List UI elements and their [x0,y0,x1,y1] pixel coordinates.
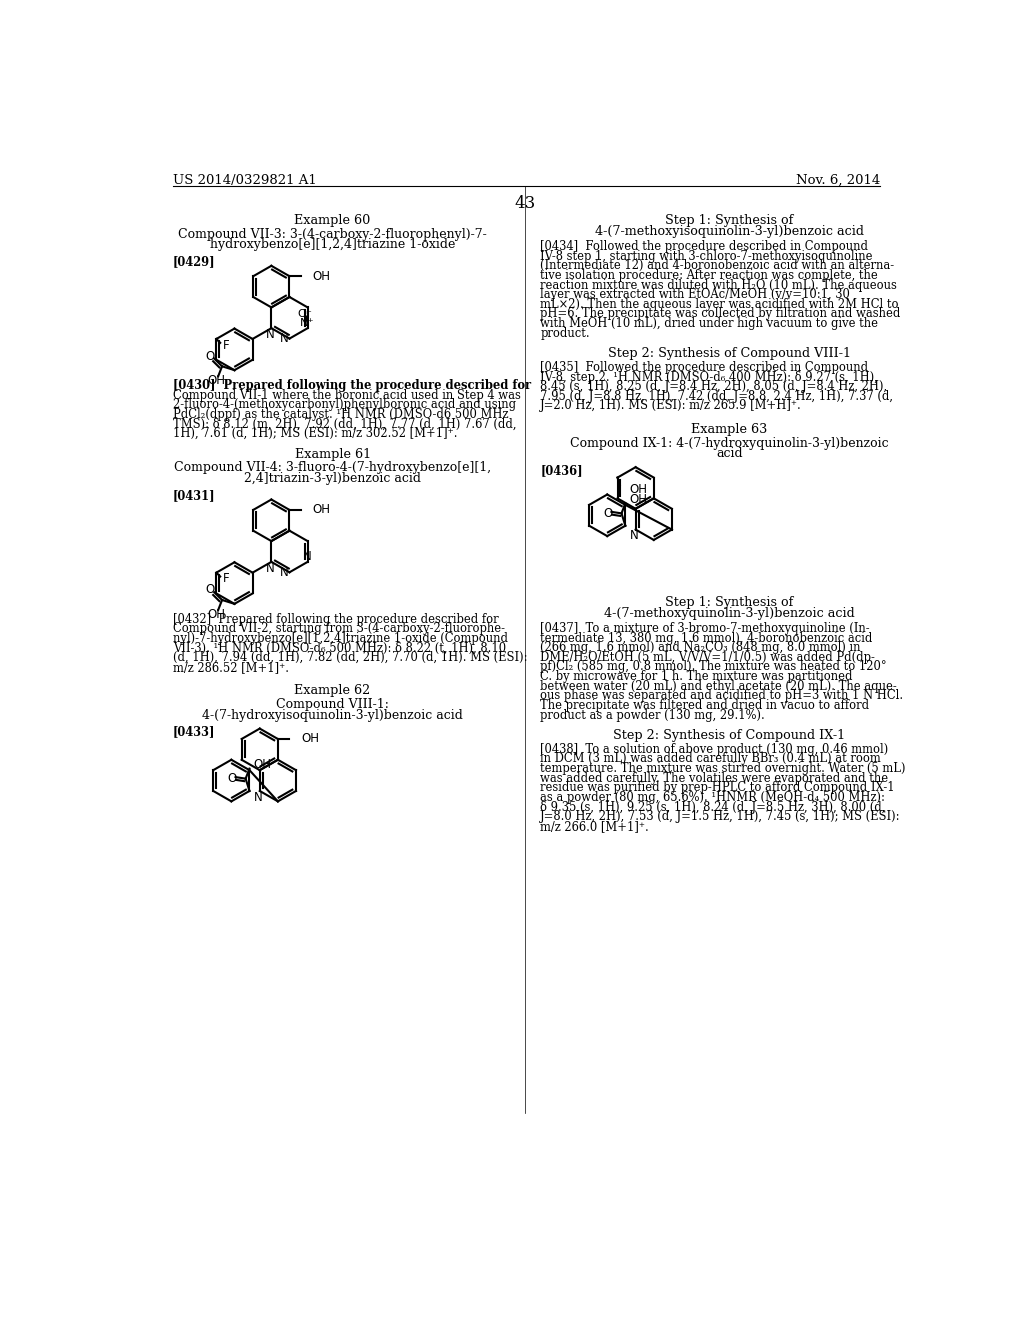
Text: between water (20 mL) and ethyl acetate (20 mL). The aque-: between water (20 mL) and ethyl acetate … [541,680,897,693]
Text: The precipitate was filtered and dried in vacuo to afford: The precipitate was filtered and dried i… [541,700,869,711]
Text: IV-8 step 1, starting with 3-chloro-7-methoxyisoquinoline: IV-8 step 1, starting with 3-chloro-7-me… [541,249,872,263]
Text: [0433]: [0433] [173,726,215,738]
Text: m/z 266.0 [M+1]⁺.: m/z 266.0 [M+1]⁺. [541,820,649,833]
Text: temperature. The mixture was stirred overnight. Water (5 mL): temperature. The mixture was stirred ove… [541,762,906,775]
Text: N: N [280,333,289,345]
Text: [0431]: [0431] [173,488,216,502]
Text: Example 60: Example 60 [295,214,371,227]
Text: (Intermediate 12) and 4-boronobenzoic acid with an alterna-: (Intermediate 12) and 4-boronobenzoic ac… [541,259,894,272]
Text: F: F [222,339,229,351]
Text: product as a powder (130 mg, 29.1%).: product as a powder (130 mg, 29.1%). [541,709,765,722]
Text: as a powder (80 mg, 65.6%). ¹HNMR (MeOH-d₄ 500 MHz):: as a powder (80 mg, 65.6%). ¹HNMR (MeOH-… [541,791,885,804]
Text: 4-(7-hydroxyisoquinolin-3-yl)benzoic acid: 4-(7-hydroxyisoquinolin-3-yl)benzoic aci… [202,709,463,722]
Text: N: N [302,550,311,564]
Text: Compound VII-3: 3-(4-carboxy-2-fluorophenyl)-7-: Compound VII-3: 3-(4-carboxy-2-fluorophe… [178,227,487,240]
Text: reaction mixture was diluted with H₂O (10 mL). The aqueous: reaction mixture was diluted with H₂O (1… [541,279,897,292]
Text: product.: product. [541,326,590,339]
Text: [0430]  Prepared following the procedure described for: [0430] Prepared following the procedure … [173,379,531,392]
Text: Compound VII-4: 3-fluoro-4-(7-hydroxybenzo[e][1,: Compound VII-4: 3-fluoro-4-(7-hydroxyben… [174,462,492,474]
Text: mL×2). Then the aqueous layer was acidified with 2M HCl to: mL×2). Then the aqueous layer was acidif… [541,298,899,310]
Text: in DCM (3 mL) was added carefully BBr₃ (0.4 mL) at room: in DCM (3 mL) was added carefully BBr₃ (… [541,752,881,766]
Text: TMS): δ 8.12 (m, 2H), 7.92 (dd, 1H), 7.77 (d, 1H) 7.67 (dd,: TMS): δ 8.12 (m, 2H), 7.92 (dd, 1H), 7.7… [173,417,516,430]
Text: J=8.0 Hz, 2H), 7.53 (d, J=1.5 Hz, 1H), 7.45 (s, 1H); MS (ESI):: J=8.0 Hz, 2H), 7.53 (d, J=1.5 Hz, 1H), 7… [541,810,901,824]
Text: J=2.0 Hz, 1H). MS (ESI): m/z 265.9 [M+H]⁺.: J=2.0 Hz, 1H). MS (ESI): m/z 265.9 [M+H]… [541,400,802,412]
Text: C. by microwave for 1 h. The mixture was partitioned: C. by microwave for 1 h. The mixture was… [541,671,853,682]
Text: m/z 286.52 [M+1]⁺.: m/z 286.52 [M+1]⁺. [173,661,289,673]
Text: Step 2: Synthesis of Compound IX-1: Step 2: Synthesis of Compound IX-1 [613,729,846,742]
Text: OH: OH [208,609,225,622]
Text: layer was extracted with EtOAc/MeOH (v/v=10:1, 30: layer was extracted with EtOAc/MeOH (v/v… [541,288,850,301]
Text: ous phase was separated and acidified to pH=3 with 1 N HCl.: ous phase was separated and acidified to… [541,689,903,702]
Text: 8.45 (s, 1H), 8.25 (d, J=8.4 Hz, 2H), 8.05 (d, J=8.4 Hz, 2H),: 8.45 (s, 1H), 8.25 (d, J=8.4 Hz, 2H), 8.… [541,380,888,393]
Text: N: N [265,327,274,341]
Text: tive isolation procedure: After reaction was complete, the: tive isolation procedure: After reaction… [541,269,878,282]
Text: N: N [630,529,638,543]
Text: 2-fluoro-4-(methoxycarbonyl)phenylboronic acid and using: 2-fluoro-4-(methoxycarbonyl)phenylboroni… [173,399,516,412]
Text: with MeOH (10 mL), dried under high vacuum to give the: with MeOH (10 mL), dried under high vacu… [541,317,879,330]
Text: termediate 13, 380 mg, 1.6 mmol), 4-boronobenzoic acid: termediate 13, 380 mg, 1.6 mmol), 4-boro… [541,631,872,644]
Text: Compound VII-1 where the boronic acid used in Step 4 was: Compound VII-1 where the boronic acid us… [173,388,521,401]
Text: 1H), 7.61 (d, 1H); MS (ESI): m/z 302.52 [M+1]⁺.: 1H), 7.61 (d, 1H); MS (ESI): m/z 302.52 … [173,428,458,440]
Text: PdCl₂(dppf) as the catalyst. ¹H NMR (DMSO-d6 500 MHz: PdCl₂(dppf) as the catalyst. ¹H NMR (DMS… [173,408,509,421]
Text: DME/H₂O/EtOH (5 mL, V/V/V=1/1/0.5) was added Pd(dp-: DME/H₂O/EtOH (5 mL, V/V/V=1/1/0.5) was a… [541,651,876,664]
Text: [0432]  Prepared following the procedure described for: [0432] Prepared following the procedure … [173,612,499,626]
Text: F: F [222,573,229,585]
Text: [0429]: [0429] [173,255,216,268]
Text: Example 61: Example 61 [295,447,371,461]
Text: (d, 1H), 7.94 (dd, 1H), 7.82 (dd, 2H), 7.70 (d, 1H). MS (ESI):: (d, 1H), 7.94 (dd, 1H), 7.82 (dd, 2H), 7… [173,651,527,664]
Text: was added carefully. The volatiles were evaporated and the: was added carefully. The volatiles were … [541,772,889,784]
Text: Compound IX-1: 4-(7-hydroxyquinolin-3-yl)benzoic: Compound IX-1: 4-(7-hydroxyquinolin-3-yl… [570,437,889,450]
Text: Nov. 6, 2014: Nov. 6, 2014 [796,174,880,187]
Text: O: O [206,350,215,363]
Text: δ 9.35 (s, 1H), 9.25 (s, 1H), 8.24 (d, J=8.5 Hz, 3H), 8.00 (d,: δ 9.35 (s, 1H), 9.25 (s, 1H), 8.24 (d, J… [541,800,886,813]
Text: US 2014/0329821 A1: US 2014/0329821 A1 [173,174,316,187]
Text: [0435]  Followed the procedure described in Compound: [0435] Followed the procedure described … [541,360,868,374]
Text: [0438]  To a solution of above product (130 mg, 0.46 mmol): [0438] To a solution of above product (1… [541,743,889,756]
Text: OH: OH [312,269,331,282]
Text: 4-(7-methoxyquinolin-3-yl)benzoic acid: 4-(7-methoxyquinolin-3-yl)benzoic acid [604,607,855,619]
Text: 7.95 (d, J=8.8 Hz, 1H), 7.42 (dd, J=8.8, 2.4 Hz, 1H), 7.37 (d,: 7.95 (d, J=8.8 Hz, 1H), 7.42 (dd, J=8.8,… [541,389,893,403]
Text: Compound VIII-1:: Compound VIII-1: [276,698,389,711]
Text: residue was purified by prep-HPLC to afford Compound IX-1: residue was purified by prep-HPLC to aff… [541,781,895,795]
Text: N: N [280,566,289,578]
Text: O⁻: O⁻ [298,309,312,319]
Text: 43: 43 [514,195,536,213]
Text: OH: OH [253,758,271,771]
Text: [0437]  To a mixture of 3-bromo-7-methoxyquinoline (In-: [0437] To a mixture of 3-bromo-7-methoxy… [541,622,870,635]
Text: 2,4]triazin-3-yl)benzoic acid: 2,4]triazin-3-yl)benzoic acid [244,471,421,484]
Text: Example 63: Example 63 [691,422,768,436]
Text: N⁺: N⁺ [300,318,314,327]
Text: Compound VII-2, starting from 3-(4-carboxy-2-fluorophe-: Compound VII-2, starting from 3-(4-carbo… [173,622,505,635]
Text: acid: acid [716,447,742,461]
Text: Step 1: Synthesis of: Step 1: Synthesis of [666,595,794,609]
Text: IV-8, step 2. ¹H NMR (DMSO-d₆ 400 MHz): δ 9.27 (s, 1H),: IV-8, step 2. ¹H NMR (DMSO-d₆ 400 MHz): … [541,371,879,384]
Text: Step 1: Synthesis of: Step 1: Synthesis of [666,214,794,227]
Text: 4-(7-methoxyisoquinolin-3-yl)benzoic acid: 4-(7-methoxyisoquinolin-3-yl)benzoic aci… [595,224,864,238]
Text: N: N [254,791,262,804]
Text: OH: OH [629,483,647,495]
Text: O: O [206,583,215,597]
Text: pH=6. The precipitate was collected by filtration and washed: pH=6. The precipitate was collected by f… [541,308,901,321]
Text: nyl)-7-hydroxybenzo[e][1,2,4]triazine 1-oxide (Compound: nyl)-7-hydroxybenzo[e][1,2,4]triazine 1-… [173,632,508,645]
Text: N: N [265,561,274,574]
Text: OH: OH [629,492,647,506]
Text: O: O [227,772,237,785]
Text: pf)Cl₂ (585 mg, 0.8 mmol). The mixture was heated to 120°: pf)Cl₂ (585 mg, 0.8 mmol). The mixture w… [541,660,887,673]
Text: OH: OH [312,503,331,516]
Text: O: O [603,507,612,520]
Text: OH: OH [301,733,319,746]
Text: (266 mg, 1.6 mmol) and Na₂CO₃ (848 mg, 8.0 mmol) in: (266 mg, 1.6 mmol) and Na₂CO₃ (848 mg, 8… [541,642,861,655]
Text: hydroxybenzo[e][1,2,4]triazine 1-oxide: hydroxybenzo[e][1,2,4]triazine 1-oxide [210,238,456,251]
Text: [0434]  Followed the procedure described in Compound: [0434] Followed the procedure described … [541,240,868,253]
Text: Example 62: Example 62 [295,684,371,697]
Text: Step 2: Synthesis of Compound VIII-1: Step 2: Synthesis of Compound VIII-1 [608,347,851,360]
Text: OH: OH [208,375,225,388]
Text: VII-3). ¹H NMR (DMSO-d₆ 500 MHz): δ 8.22 (t, 1H), 8.10: VII-3). ¹H NMR (DMSO-d₆ 500 MHz): δ 8.22… [173,642,506,655]
Text: [0436]: [0436] [541,465,583,477]
